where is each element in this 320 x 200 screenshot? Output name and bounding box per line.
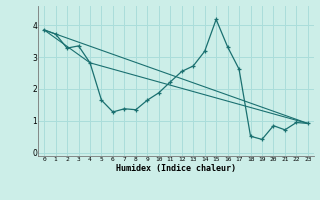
X-axis label: Humidex (Indice chaleur): Humidex (Indice chaleur)	[116, 164, 236, 173]
